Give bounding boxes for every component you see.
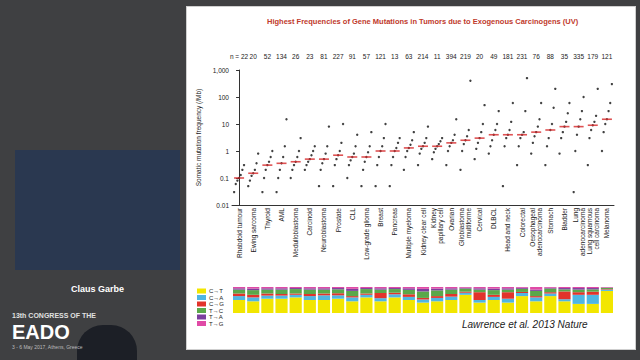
svg-text:20: 20 xyxy=(476,53,484,60)
html-text:3 - 6 May 2017, Athens, Greece: 3 - 6 May 2017, Athens, Greece xyxy=(12,344,83,350)
svg-text:adenocarcinoma: adenocarcinoma xyxy=(536,208,543,256)
svg-text:Multiple myeloma: Multiple myeloma xyxy=(405,208,413,259)
svg-text:91: 91 xyxy=(349,53,357,60)
svg-text:CLL: CLL xyxy=(349,208,356,220)
svg-text:181: 181 xyxy=(502,53,513,60)
svg-text:C→G: C→G xyxy=(209,301,224,307)
svg-text:Pancreas: Pancreas xyxy=(391,207,398,235)
svg-text:cell carcinoma: cell carcinoma xyxy=(593,208,600,250)
svg-text:0.1: 0.1 xyxy=(220,175,229,182)
svg-text:Lung: Lung xyxy=(571,208,579,223)
svg-text:Kidney: Kidney xyxy=(430,208,438,228)
svg-text:Melanoma: Melanoma xyxy=(603,208,610,239)
svg-text:AML: AML xyxy=(278,208,285,222)
svg-text:Cervical: Cervical xyxy=(476,207,483,231)
svg-text:Prostate: Prostate xyxy=(335,208,342,233)
svg-text:Somatic mutation frequency (/M: Somatic mutation frequency (/Mb) xyxy=(195,89,203,187)
svg-text:C→A: C→A xyxy=(209,295,223,301)
svg-text:Bladder: Bladder xyxy=(561,207,568,230)
svg-text:57: 57 xyxy=(363,53,371,60)
html-text:13th CONGRESS OF THE: 13th CONGRESS OF THE xyxy=(12,312,96,319)
svg-text:121: 121 xyxy=(375,53,386,60)
svg-text:23: 23 xyxy=(306,53,314,60)
svg-text:Ewing sarcoma: Ewing sarcoma xyxy=(250,208,258,253)
svg-text:Head and neck: Head and neck xyxy=(504,207,511,251)
svg-text:81: 81 xyxy=(320,53,328,60)
svg-text:T→A: T→A xyxy=(209,314,223,320)
svg-text:adenocarcinoma: adenocarcinoma xyxy=(579,208,586,256)
svg-text:20: 20 xyxy=(250,53,258,60)
svg-text:Low-grade glioma: Low-grade glioma xyxy=(363,208,371,260)
svg-text:Kidney clear cell: Kidney clear cell xyxy=(420,207,428,255)
svg-text:121: 121 xyxy=(601,53,612,60)
svg-text:Medulloblastoma: Medulloblastoma xyxy=(292,208,299,258)
svg-text:Rhabdoid tumour: Rhabdoid tumour xyxy=(236,207,243,258)
svg-text:219: 219 xyxy=(460,53,471,60)
svg-text:Ovarian: Ovarian xyxy=(448,208,455,231)
svg-text:179: 179 xyxy=(587,53,598,60)
svg-text:63: 63 xyxy=(405,53,413,60)
svg-text:Highest Frequencies of Gene Mu: Highest Frequencies of Gene Mutations in… xyxy=(267,17,579,26)
svg-text:49: 49 xyxy=(490,53,498,60)
html-text:Claus Garbe: Claus Garbe xyxy=(71,284,124,294)
svg-text:76: 76 xyxy=(533,53,541,60)
svg-text:11: 11 xyxy=(434,53,441,60)
svg-text:Stomach: Stomach xyxy=(547,208,554,234)
svg-text:100: 100 xyxy=(218,94,229,101)
svg-text:n = 22: n = 22 xyxy=(230,53,249,60)
svg-text:papillary cell: papillary cell xyxy=(437,207,445,243)
svg-text:Lawrence et al. 2013 Nature: Lawrence et al. 2013 Nature xyxy=(462,319,588,330)
svg-text:231: 231 xyxy=(517,53,528,60)
svg-text:multiforme: multiforme xyxy=(465,208,472,239)
svg-text:10: 10 xyxy=(222,121,230,128)
svg-text:Glioblastoma: Glioblastoma xyxy=(458,208,465,246)
svg-text:Lung squamous: Lung squamous xyxy=(585,208,593,255)
svg-text:Carcinoid: Carcinoid xyxy=(306,208,313,236)
svg-text:52: 52 xyxy=(264,53,272,60)
svg-text:Thyroid: Thyroid xyxy=(264,208,272,230)
svg-text:DLBCL: DLBCL xyxy=(490,208,497,229)
svg-text:C→T: C→T xyxy=(209,288,223,294)
svg-text:227: 227 xyxy=(333,53,344,60)
svg-text:0.01: 0.01 xyxy=(216,202,229,209)
svg-text:T→G: T→G xyxy=(209,321,224,327)
svg-text:1,000: 1,000 xyxy=(213,67,230,74)
svg-text:26: 26 xyxy=(292,53,300,60)
svg-text:134: 134 xyxy=(276,53,287,60)
svg-text:35: 35 xyxy=(561,53,569,60)
svg-text:Neuroblastoma: Neuroblastoma xyxy=(320,208,327,252)
svg-text:88: 88 xyxy=(547,53,555,60)
svg-text:Colorectal: Colorectal xyxy=(519,207,526,237)
svg-text:13: 13 xyxy=(391,53,399,60)
svg-text:T→C: T→C xyxy=(209,308,224,314)
svg-text:Oesophageal: Oesophageal xyxy=(529,208,537,247)
html-text:EADO: EADO xyxy=(12,321,70,343)
svg-text:1: 1 xyxy=(225,148,229,155)
svg-text:394: 394 xyxy=(446,53,457,60)
svg-text:Breast: Breast xyxy=(377,208,384,227)
svg-text:335: 335 xyxy=(573,53,584,60)
svg-text:214: 214 xyxy=(418,53,429,60)
